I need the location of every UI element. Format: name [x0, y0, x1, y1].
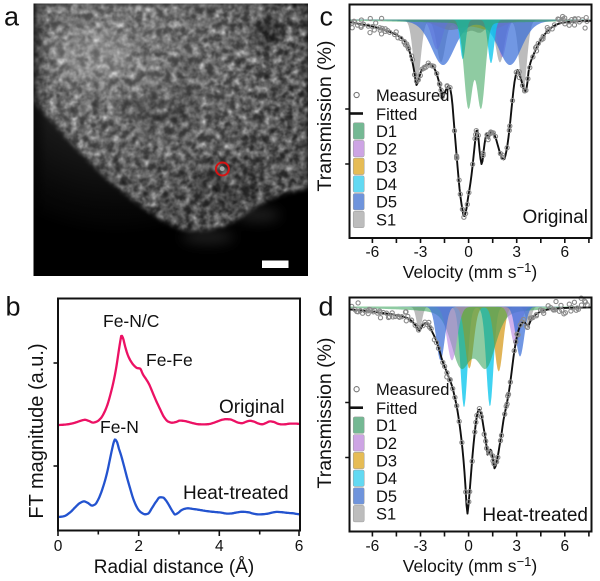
svg-text:Fe-Fe: Fe-Fe [146, 350, 193, 370]
svg-text:Radial distance (Å): Radial distance (Å) [94, 557, 255, 578]
svg-text:c: c [320, 2, 334, 32]
svg-text:D4: D4 [376, 470, 397, 488]
svg-text:D3: D3 [376, 453, 397, 471]
svg-text:3: 3 [512, 244, 521, 261]
svg-text:S1: S1 [376, 211, 396, 229]
svg-text:Transmission (%): Transmission (%) [314, 338, 336, 489]
svg-text:4: 4 [215, 538, 224, 555]
svg-text:6: 6 [560, 538, 569, 555]
svg-text:D5: D5 [376, 194, 397, 212]
svg-text:D2: D2 [376, 435, 397, 453]
svg-text:Velocity (mm s−1): Velocity (mm s−1) [403, 260, 537, 282]
svg-text:6: 6 [560, 244, 569, 261]
svg-text:Measured: Measured [376, 87, 449, 105]
svg-text:0: 0 [464, 244, 473, 261]
svg-text:2: 2 [134, 538, 143, 555]
svg-text:d: d [319, 292, 334, 322]
svg-text:-6: -6 [366, 538, 380, 555]
svg-text:0: 0 [464, 538, 473, 555]
svg-text:Fitted: Fitted [376, 400, 417, 418]
svg-text:0: 0 [54, 538, 63, 555]
svg-text:-6: -6 [366, 244, 380, 261]
svg-text:Fe-N/C: Fe-N/C [103, 311, 159, 331]
svg-text:Measured: Measured [376, 381, 449, 399]
svg-text:Velocity (mm s−1): Velocity (mm s−1) [403, 554, 537, 576]
svg-text:Transmission (%): Transmission (%) [314, 41, 336, 192]
svg-text:D1: D1 [376, 123, 397, 141]
svg-text:D2: D2 [376, 141, 397, 159]
svg-text:b: b [6, 292, 21, 322]
svg-text:3: 3 [512, 538, 521, 555]
svg-text:Original: Original [219, 397, 284, 418]
svg-text:D3: D3 [376, 158, 397, 176]
svg-text:FT magnitude (a.u.): FT magnitude (a.u.) [26, 343, 48, 518]
svg-text:a: a [4, 2, 20, 32]
svg-text:Fitted: Fitted [376, 106, 417, 124]
svg-text:-3: -3 [414, 538, 428, 555]
svg-text:Fe-N: Fe-N [100, 417, 139, 437]
svg-text:S1: S1 [376, 506, 396, 524]
svg-text:D5: D5 [376, 488, 397, 506]
svg-text:-3: -3 [414, 244, 428, 261]
svg-text:D1: D1 [376, 417, 397, 435]
svg-text:Heat-treated: Heat-treated [482, 505, 588, 526]
svg-text:Heat-treated: Heat-treated [183, 483, 289, 504]
svg-text:D4: D4 [376, 176, 397, 194]
svg-text:Original: Original [523, 207, 588, 228]
svg-text:6: 6 [295, 538, 304, 555]
